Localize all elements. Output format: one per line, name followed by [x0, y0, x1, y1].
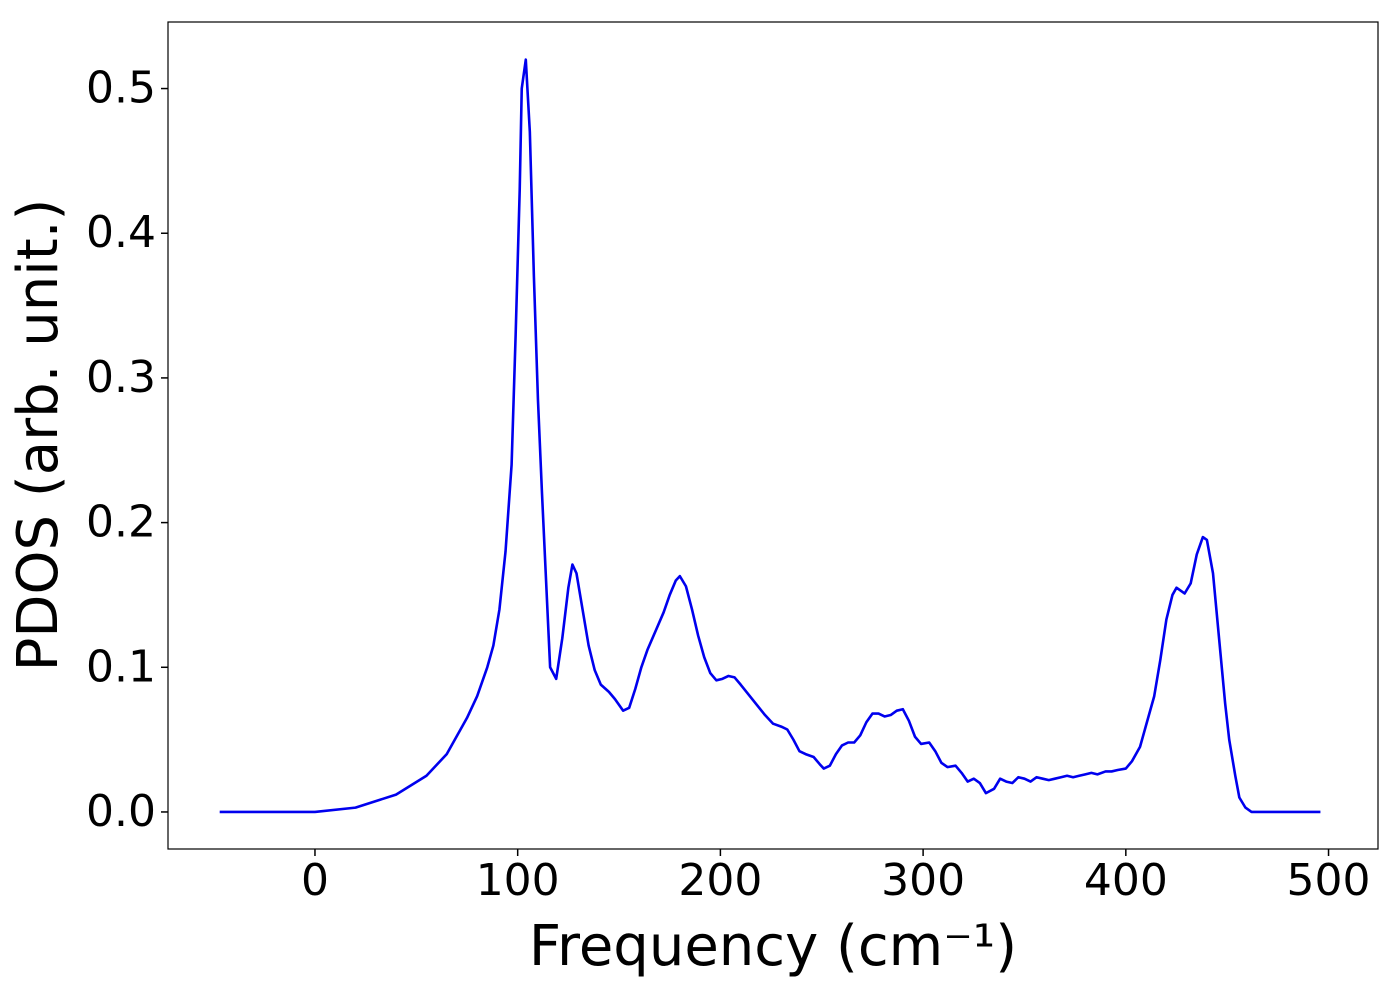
data-line [219, 58, 1321, 814]
x-axis-label: Frequency (cm⁻¹) [529, 914, 1017, 979]
x-tick-label: 100 [476, 855, 560, 906]
x-tick-label: 400 [1084, 855, 1168, 906]
x-tick-label: 0 [301, 855, 329, 906]
y-tick-label: 0.2 [86, 497, 156, 548]
x-tick-label: 500 [1287, 855, 1371, 906]
y-axis-label: PDOS (arb. unit.) [6, 199, 71, 672]
y-tick-label: 0.0 [86, 786, 156, 837]
y-tick-label: 0.3 [86, 352, 156, 403]
y-tick-label: 0.1 [86, 641, 156, 692]
plot-frame [167, 21, 1379, 850]
x-tick-label: 300 [881, 855, 965, 906]
y-tick-label: 0.5 [86, 63, 156, 114]
y-tick-label: 0.4 [86, 207, 156, 258]
x-tick-label: 200 [678, 855, 762, 906]
